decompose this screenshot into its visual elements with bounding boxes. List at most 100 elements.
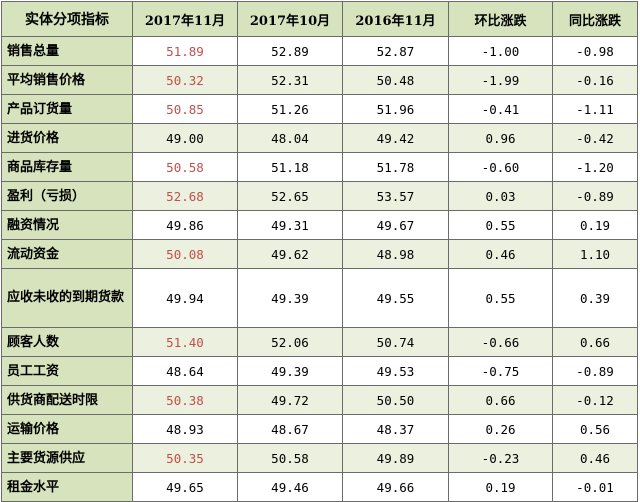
row-label: 顾客人数 <box>1 327 133 357</box>
table-row: 租金水平 49.65 49.46 49.66 0.19 -0.01 <box>1 472 638 502</box>
value-mom-change: -0.66 <box>448 327 553 357</box>
table-row: 运输价格 48.93 48.67 48.37 0.26 0.56 <box>1 414 638 444</box>
table-row: 应收未收的到期货款 49.94 49.39 49.55 0.55 0.39 <box>1 268 638 328</box>
header-nov-2016: 2016年11月 <box>342 1 449 37</box>
value-nov-2017: 50.85 <box>132 94 238 124</box>
value-yoy-change: -0.89 <box>552 181 638 211</box>
header-mom-change: 环比涨跌 <box>448 1 553 37</box>
value-nov-2016: 50.74 <box>342 327 449 357</box>
row-label: 租金水平 <box>1 472 133 502</box>
row-label: 产品订货量 <box>1 94 133 124</box>
value-mom-change: 0.55 <box>448 268 553 328</box>
value-mom-change: 0.46 <box>448 239 553 269</box>
value-yoy-change: -0.16 <box>552 65 638 95</box>
value-nov-2017: 51.40 <box>132 327 238 357</box>
value-yoy-change: -1.20 <box>552 152 638 182</box>
value-oct-2017: 51.26 <box>237 94 343 124</box>
table-row: 主要货源供应 50.35 50.58 49.89 -0.23 0.46 <box>1 443 638 473</box>
value-nov-2017: 51.89 <box>132 36 238 66</box>
header-yoy-change: 同比涨跌 <box>552 1 638 37</box>
value-nov-2016: 50.48 <box>342 65 449 95</box>
value-yoy-change: -0.42 <box>552 123 638 153</box>
table-row: 供货商配送时限 50.38 49.72 50.50 0.66 -0.12 <box>1 385 638 415</box>
value-mom-change: 0.03 <box>448 181 553 211</box>
value-mom-change: -1.99 <box>448 65 553 95</box>
value-yoy-change: -0.98 <box>552 36 638 66</box>
row-label: 供货商配送时限 <box>1 385 133 415</box>
row-label: 融资情况 <box>1 210 133 240</box>
table-row: 员工工资 48.64 49.39 49.53 -0.75 -0.89 <box>1 356 638 386</box>
value-nov-2016: 52.87 <box>342 36 449 66</box>
value-nov-2016: 49.89 <box>342 443 449 473</box>
value-yoy-change: -0.89 <box>552 356 638 386</box>
value-yoy-change: -0.12 <box>552 385 638 415</box>
value-yoy-change: 0.56 <box>552 414 638 444</box>
header-indicator: 实体分项指标 <box>1 1 133 37</box>
value-mom-change: -0.75 <box>448 356 553 386</box>
value-oct-2017: 52.31 <box>237 65 343 95</box>
table-row: 进货价格 49.00 48.04 49.42 0.96 -0.42 <box>1 123 638 153</box>
value-nov-2016: 49.53 <box>342 356 449 386</box>
value-oct-2017: 49.39 <box>237 268 343 328</box>
value-oct-2017: 48.67 <box>237 414 343 444</box>
value-nov-2017: 48.64 <box>132 356 238 386</box>
value-nov-2016: 48.37 <box>342 414 449 444</box>
row-label: 销售总量 <box>1 36 133 66</box>
table-row: 融资情况 49.86 49.31 49.67 0.55 0.19 <box>1 210 638 240</box>
value-yoy-change: -1.11 <box>552 94 638 124</box>
value-nov-2016: 51.96 <box>342 94 449 124</box>
value-mom-change: 0.66 <box>448 385 553 415</box>
value-oct-2017: 52.89 <box>237 36 343 66</box>
value-nov-2016: 49.55 <box>342 268 449 328</box>
row-label: 商品库存量 <box>1 152 133 182</box>
value-yoy-change: 0.66 <box>552 327 638 357</box>
value-nov-2016: 51.78 <box>342 152 449 182</box>
value-oct-2017: 52.06 <box>237 327 343 357</box>
table-row: 产品订货量 50.85 51.26 51.96 -0.41 -1.11 <box>1 94 638 124</box>
value-nov-2017: 49.86 <box>132 210 238 240</box>
value-nov-2017: 48.93 <box>132 414 238 444</box>
value-nov-2017: 50.08 <box>132 239 238 269</box>
value-nov-2016: 49.66 <box>342 472 449 502</box>
value-nov-2017: 50.35 <box>132 443 238 473</box>
value-mom-change: -1.00 <box>448 36 553 66</box>
table-row: 盈利（亏损） 52.68 52.65 53.57 0.03 -0.89 <box>1 181 638 211</box>
value-yoy-change: 0.39 <box>552 268 638 328</box>
value-nov-2017: 50.32 <box>132 65 238 95</box>
table-row: 商品库存量 50.58 51.18 51.78 -0.60 -1.20 <box>1 152 638 182</box>
value-mom-change: -0.60 <box>448 152 553 182</box>
value-mom-change: -0.41 <box>448 94 553 124</box>
value-yoy-change: 0.19 <box>552 210 638 240</box>
value-mom-change: 0.26 <box>448 414 553 444</box>
row-label: 平均销售价格 <box>1 65 133 95</box>
header-row: 实体分项指标 2017年11月 2017年10月 2016年11月 环比涨跌 同… <box>1 1 638 37</box>
value-oct-2017: 49.39 <box>237 356 343 386</box>
value-oct-2017: 50.58 <box>237 443 343 473</box>
value-nov-2017: 49.65 <box>132 472 238 502</box>
row-label: 应收未收的到期货款 <box>1 268 133 328</box>
row-label: 主要货源供应 <box>1 443 133 473</box>
value-nov-2016: 49.67 <box>342 210 449 240</box>
value-oct-2017: 49.72 <box>237 385 343 415</box>
table-row: 顾客人数 51.40 52.06 50.74 -0.66 0.66 <box>1 327 638 357</box>
value-oct-2017: 52.65 <box>237 181 343 211</box>
value-oct-2017: 48.04 <box>237 123 343 153</box>
value-nov-2017: 49.94 <box>132 268 238 328</box>
table-row: 平均销售价格 50.32 52.31 50.48 -1.99 -0.16 <box>1 65 638 95</box>
value-mom-change: 0.55 <box>448 210 553 240</box>
value-nov-2017: 50.38 <box>132 385 238 415</box>
value-mom-change: 0.96 <box>448 123 553 153</box>
value-nov-2017: 49.00 <box>132 123 238 153</box>
value-yoy-change: 1.10 <box>552 239 638 269</box>
row-label: 运输价格 <box>1 414 133 444</box>
value-oct-2017: 49.31 <box>237 210 343 240</box>
value-nov-2017: 50.58 <box>132 152 238 182</box>
value-yoy-change: -0.01 <box>552 472 638 502</box>
value-nov-2016: 53.57 <box>342 181 449 211</box>
table-row: 销售总量 51.89 52.89 52.87 -1.00 -0.98 <box>1 36 638 66</box>
value-nov-2016: 48.98 <box>342 239 449 269</box>
value-mom-change: 0.19 <box>448 472 553 502</box>
table-row: 流动资金 50.08 49.62 48.98 0.46 1.10 <box>1 239 638 269</box>
table-body: 销售总量 51.89 52.89 52.87 -1.00 -0.98 平均销售价格 50.32… <box>1 36 638 502</box>
